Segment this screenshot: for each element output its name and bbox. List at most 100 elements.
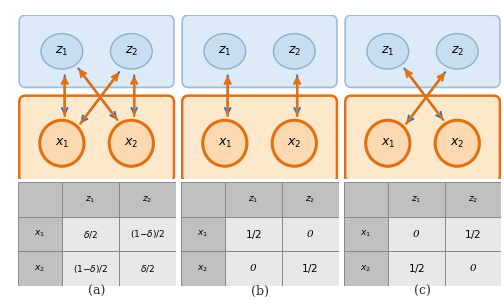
Text: $z_1$: $z_1$	[85, 194, 95, 205]
Text: (b): (b)	[250, 285, 269, 298]
Circle shape	[109, 120, 153, 166]
Text: $x_2$: $x_2$	[287, 137, 301, 150]
Bar	[388, 182, 445, 217]
Text: $x_1$: $x_1$	[218, 137, 232, 150]
FancyArrowPatch shape	[406, 71, 443, 120]
Text: $z_2$: $z_2$	[451, 45, 464, 58]
Bar	[225, 251, 282, 286]
Bar	[225, 217, 282, 251]
Text: 0: 0	[470, 264, 476, 273]
FancyArrowPatch shape	[294, 78, 300, 116]
Text: $\delta/2$: $\delta/2$	[83, 229, 98, 240]
Bar	[282, 251, 339, 286]
Text: $z_2$: $z_2$	[288, 45, 301, 58]
Bar	[180, 217, 225, 251]
FancyArrowPatch shape	[62, 75, 68, 113]
Text: $x_1$: $x_1$	[197, 229, 208, 239]
Ellipse shape	[204, 33, 245, 69]
FancyArrowPatch shape	[406, 74, 444, 123]
FancyArrowPatch shape	[132, 75, 137, 113]
Text: $\delta/2$: $\delta/2$	[140, 263, 155, 274]
Ellipse shape	[436, 33, 478, 69]
Text: $z_1$: $z_1$	[381, 45, 395, 58]
Text: $(1{-}\delta)/2$: $(1{-}\delta)/2$	[130, 228, 165, 240]
Text: $x_1$: $x_1$	[360, 229, 371, 239]
Text: 0: 0	[307, 230, 313, 239]
Bar	[282, 217, 339, 251]
Text: $z_1$: $z_1$	[218, 45, 231, 58]
Text: (a): (a)	[88, 285, 105, 298]
Text: $x_2$: $x_2$	[360, 263, 371, 274]
FancyArrowPatch shape	[294, 75, 300, 113]
Ellipse shape	[41, 33, 83, 69]
Bar	[225, 182, 282, 217]
Bar	[119, 182, 175, 217]
Text: $1/2$: $1/2$	[244, 228, 262, 240]
Text: $z_2$: $z_2$	[468, 194, 478, 205]
Circle shape	[366, 120, 410, 166]
Text: $z_2$: $z_2$	[125, 45, 138, 58]
Circle shape	[272, 120, 317, 166]
Text: $z_1$: $z_1$	[55, 45, 69, 58]
FancyArrowPatch shape	[81, 74, 117, 123]
Ellipse shape	[367, 33, 409, 69]
FancyBboxPatch shape	[19, 96, 174, 183]
Bar	[344, 217, 388, 251]
Text: $x_2$: $x_2$	[124, 137, 139, 150]
FancyArrowPatch shape	[132, 78, 137, 116]
Bar	[344, 182, 388, 217]
FancyBboxPatch shape	[182, 96, 337, 183]
Bar	[282, 182, 339, 217]
Bar	[62, 251, 119, 286]
Circle shape	[40, 120, 84, 166]
Bar	[18, 251, 62, 286]
FancyArrowPatch shape	[404, 68, 442, 118]
FancyArrowPatch shape	[62, 78, 68, 116]
Text: $z_1$: $z_1$	[411, 194, 421, 205]
Bar	[180, 182, 225, 217]
Text: $x_2$: $x_2$	[450, 137, 464, 150]
Text: $z_2$: $z_2$	[142, 194, 152, 205]
Bar	[62, 217, 119, 251]
FancyBboxPatch shape	[345, 15, 500, 88]
Text: (c): (c)	[414, 285, 431, 298]
Text: $1/2$: $1/2$	[301, 262, 319, 275]
Text: $z_2$: $z_2$	[305, 194, 315, 205]
Circle shape	[435, 120, 479, 166]
Text: 0: 0	[250, 264, 257, 273]
Text: 0: 0	[413, 230, 419, 239]
Text: $1/2$: $1/2$	[464, 228, 482, 240]
Bar	[180, 251, 225, 286]
Text: $x_1$: $x_1$	[34, 229, 45, 239]
Bar	[445, 182, 501, 217]
FancyBboxPatch shape	[19, 15, 174, 88]
Circle shape	[203, 120, 247, 166]
Text: $x_1$: $x_1$	[54, 137, 69, 150]
Text: $1/2$: $1/2$	[408, 262, 425, 275]
Bar	[18, 217, 62, 251]
FancyBboxPatch shape	[345, 96, 500, 183]
Bar	[445, 217, 501, 251]
FancyArrowPatch shape	[79, 68, 116, 118]
FancyArrowPatch shape	[80, 71, 117, 120]
Ellipse shape	[110, 33, 152, 69]
FancyBboxPatch shape	[182, 15, 337, 88]
Bar	[119, 217, 175, 251]
Bar	[445, 251, 501, 286]
Text: $x_2$: $x_2$	[34, 263, 45, 274]
Text: $x_2$: $x_2$	[197, 263, 208, 274]
Text: $z_1$: $z_1$	[248, 194, 259, 205]
FancyArrowPatch shape	[225, 78, 230, 116]
Ellipse shape	[274, 33, 315, 69]
FancyArrowPatch shape	[82, 72, 119, 122]
Text: $(1{-}\delta)/2$: $(1{-}\delta)/2$	[73, 263, 108, 275]
Bar	[388, 217, 445, 251]
Text: $x_1$: $x_1$	[381, 137, 395, 150]
Bar	[18, 182, 62, 217]
Bar	[388, 251, 445, 286]
Bar	[62, 182, 119, 217]
Bar	[119, 251, 175, 286]
FancyArrowPatch shape	[408, 72, 445, 122]
FancyArrowPatch shape	[225, 75, 230, 113]
Bar	[344, 251, 388, 286]
